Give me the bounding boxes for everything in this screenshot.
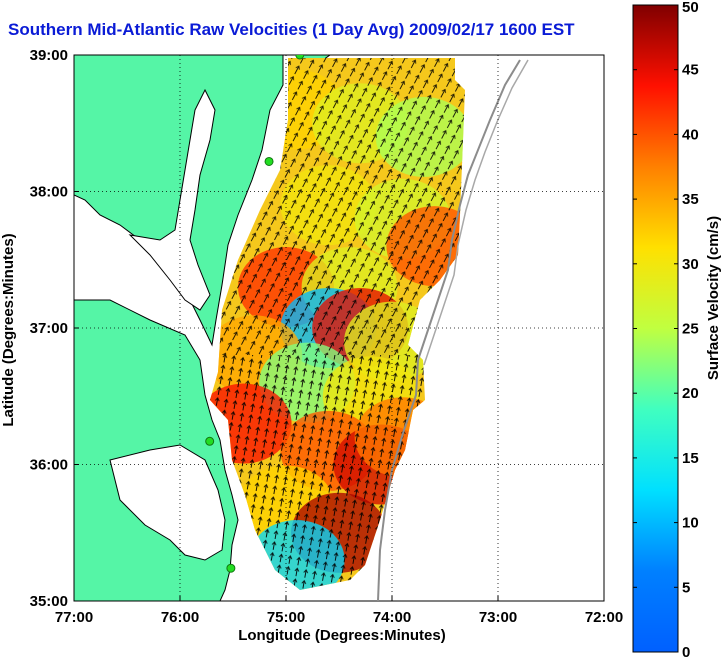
colorbar-tick-label: 15 [682,450,699,467]
pamlico-sound [109,444,226,561]
x-tick-label: 77:00 [55,609,93,626]
x-tick-label: 76:00 [161,609,199,626]
colorbar [632,4,679,653]
colorbar-tick-label: 10 [682,515,699,532]
grid [74,55,604,601]
y-tick-label: 37:00 [30,320,68,337]
y-tick-label: 36:00 [30,457,68,474]
y-tick-label: 39:00 [30,47,68,64]
x-tick-label: 72:00 [585,609,623,626]
radar-site-marker [295,55,305,60]
x-axis-label: Longitude (Degrees:Minutes) [238,627,446,644]
radar-site-marker [226,563,236,573]
radar-site-marker [264,156,274,166]
colorbar-tick-label: 30 [682,256,699,273]
colorbar-tick-label: 0 [682,644,690,659]
y-tick-label: 35:00 [30,593,68,610]
colorbar-tick-label: 50 [682,0,699,16]
colorbar-tick-label: 40 [682,126,699,143]
colorbar-tick-label: 35 [682,191,699,208]
x-tick-label: 73:00 [479,609,517,626]
chesapeake-bay [128,88,216,311]
radar-site-marker [205,436,215,446]
land-delmarva [74,55,284,347]
colorbar-tick-label: 20 [682,385,699,402]
isobath-line-2 [423,59,529,366]
colorbar-tick-label: 25 [682,321,699,338]
colorbar-tick-label: 5 [682,579,690,596]
x-tick-label: 74:00 [373,609,411,626]
y-tick-label: 38:00 [30,184,68,201]
isobath-line [377,59,521,601]
colorbar-tick-label: 45 [682,62,699,79]
x-tick-label: 75:00 [267,609,305,626]
y-axis-label: Latitude (Degrees:Minutes) [0,233,17,426]
colorbar-label: Surface Velocity (cm/s) [705,216,722,380]
chart-title: Southern Mid-Atlantic Raw Velocities (1 … [8,20,575,39]
